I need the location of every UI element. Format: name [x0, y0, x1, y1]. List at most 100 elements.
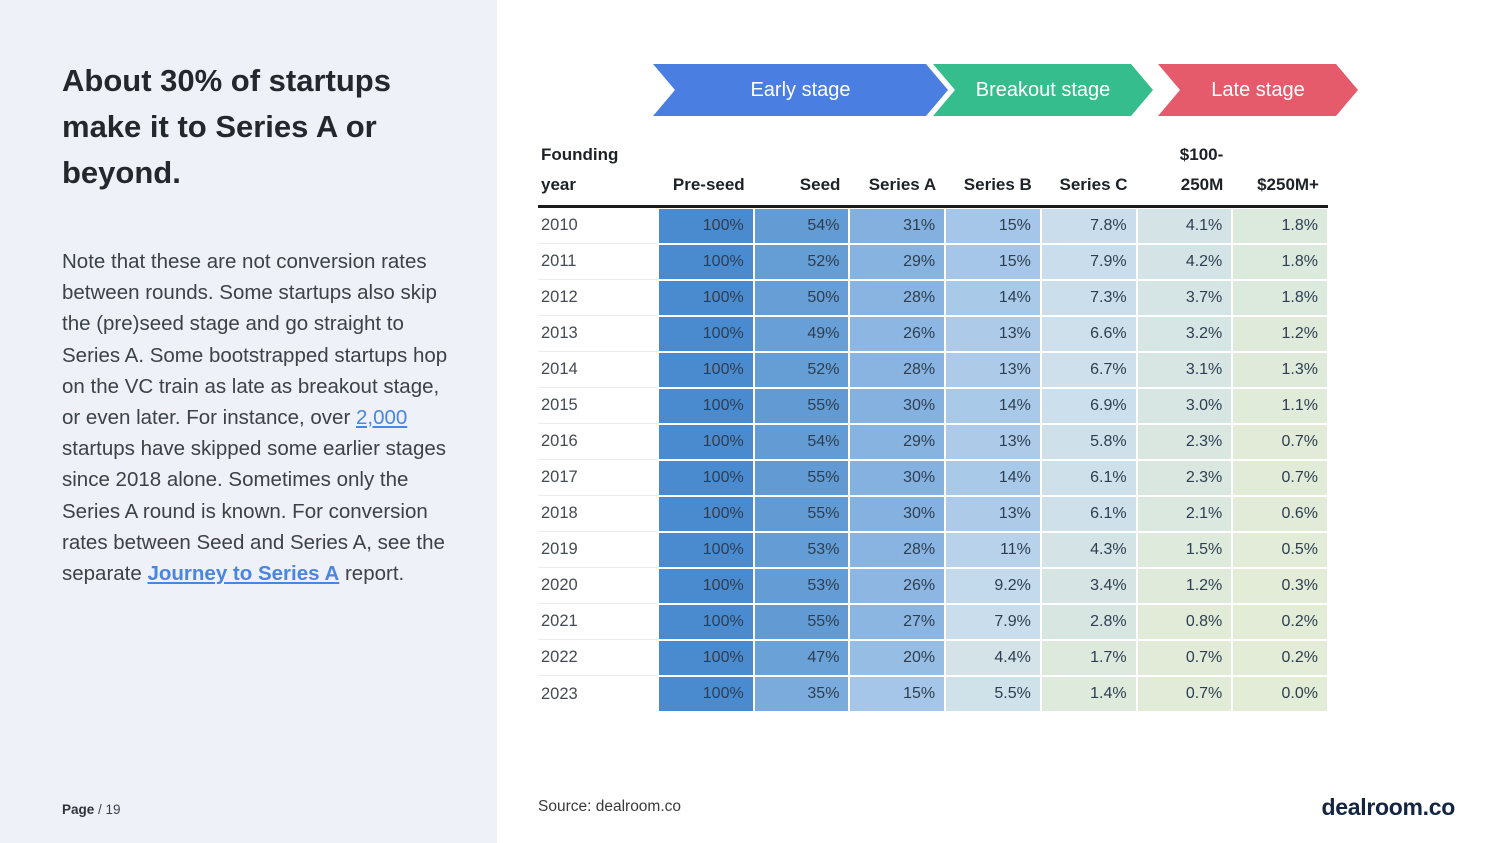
- value-cell: 2.3%: [1136, 424, 1233, 460]
- value-cell: 6.1%: [1040, 460, 1137, 496]
- value-cell: 0.6%: [1232, 496, 1328, 532]
- value-cell: 55%: [753, 604, 850, 640]
- value-cell: 7.8%: [1040, 208, 1137, 244]
- value-cell: 0.2%: [1232, 604, 1328, 640]
- value-cell: 1.7%: [1040, 640, 1137, 676]
- value-cell: 7.9%: [1040, 244, 1137, 280]
- column-header: $250M+: [1257, 175, 1319, 194]
- stage-arrow-late: Late stage: [1158, 64, 1358, 116]
- table-row: 2013 100% 49% 26% 13% 6.6% 3.2% 1.2%: [538, 316, 1328, 352]
- value-cell: 1.4%: [1040, 676, 1137, 712]
- year-cell: 2014: [538, 352, 658, 388]
- value-cell: 3.7%: [1136, 280, 1233, 316]
- value-cell: 2.1%: [1136, 496, 1233, 532]
- value-cell: 100%: [658, 280, 754, 316]
- value-cell: 52%: [753, 352, 850, 388]
- column-header: $100- 250M: [1179, 145, 1224, 194]
- year-cell: 2016: [538, 424, 658, 460]
- column-header: Series A: [868, 175, 937, 194]
- value-cell: 14%: [945, 280, 1041, 316]
- value-cell: 3.2%: [1136, 316, 1233, 352]
- value-cell: 5.8%: [1040, 424, 1137, 460]
- stage-arrow-early-label: Early stage: [750, 78, 851, 101]
- value-cell: 6.7%: [1040, 352, 1137, 388]
- value-cell: 1.2%: [1232, 316, 1328, 352]
- value-cell: 6.6%: [1040, 316, 1137, 352]
- value-cell: 3.4%: [1040, 568, 1137, 604]
- value-cell: 100%: [658, 604, 754, 640]
- table-row: 2020 100% 53% 26% 9.2% 3.4% 1.2% 0.3%: [538, 568, 1328, 604]
- value-cell: 30%: [849, 388, 946, 424]
- value-cell: 1.2%: [1136, 568, 1233, 604]
- stage-arrow-early: Early stage: [653, 64, 948, 116]
- value-cell: 49%: [753, 316, 850, 352]
- page-number: Page / 19: [62, 802, 121, 817]
- value-cell: 100%: [658, 388, 754, 424]
- table-row: 2011 100% 52% 29% 15% 7.9% 4.2% 1.8%: [538, 244, 1328, 280]
- link-2000-startups[interactable]: 2,000: [355, 406, 408, 430]
- table-row: 2019 100% 53% 28% 11% 4.3% 1.5% 0.5%: [538, 532, 1328, 568]
- page-title: About 30% of startups make it to Series …: [62, 63, 391, 190]
- table-row: 2021 100% 55% 27% 7.9% 2.8% 0.8% 0.2%: [538, 604, 1328, 640]
- year-cell: 2023: [541, 684, 578, 703]
- column-header: Pre-seed: [672, 175, 745, 194]
- value-cell: 0.3%: [1232, 568, 1328, 604]
- value-cell: 26%: [849, 316, 946, 352]
- page-label: Page: [62, 802, 95, 817]
- source-note: Source: dealroom.co: [538, 798, 682, 815]
- value-cell: 1.8%: [1232, 208, 1328, 244]
- value-cell: 100%: [658, 496, 754, 532]
- value-cell: 0.5%: [1232, 532, 1328, 568]
- value-cell: 2.3%: [1136, 460, 1233, 496]
- value-cell: 55%: [753, 388, 850, 424]
- table-row: 2018 100% 55% 30% 13% 6.1% 2.1% 0.6%: [538, 496, 1328, 532]
- year-cell: 2011: [538, 244, 658, 280]
- value-cell: 28%: [849, 280, 946, 316]
- value-cell: 13%: [945, 424, 1041, 460]
- value-cell: 0.0%: [1232, 676, 1328, 712]
- value-cell: 47%: [753, 640, 850, 676]
- value-cell: 100%: [658, 424, 754, 460]
- value-cell: 100%: [658, 316, 754, 352]
- value-cell: 100%: [658, 460, 754, 496]
- body-text-part2: startups have skipped some earlier stage…: [62, 437, 447, 586]
- table-row: 2010 100% 54% 31% 15% 7.8% 4.1% 1.8%: [538, 208, 1328, 244]
- value-cell: 100%: [658, 532, 754, 568]
- table-row: 2014 100% 52% 28% 13% 6.7% 3.1% 1.3%: [538, 352, 1328, 388]
- value-cell: 20%: [849, 640, 946, 676]
- stage-arrow-late-label: Late stage: [1211, 78, 1305, 101]
- value-cell: 100%: [658, 676, 754, 712]
- value-cell: 5.5%: [945, 676, 1041, 712]
- value-cell: 0.8%: [1136, 604, 1233, 640]
- value-cell: 30%: [849, 460, 946, 496]
- value-cell: 6.9%: [1040, 388, 1137, 424]
- value-cell: 29%: [849, 244, 946, 280]
- column-header: Seed: [799, 175, 841, 194]
- column-header: Series C: [1059, 175, 1128, 194]
- year-cell: 2021: [538, 604, 658, 640]
- table-row: 2016 100% 54% 29% 13% 5.8% 2.3% 0.7%: [538, 424, 1328, 460]
- value-cell: 100%: [658, 244, 754, 280]
- conversion-table: Founding year Pre-seed Seed Series A Series B…: [538, 140, 1328, 712]
- value-cell: 15%: [945, 244, 1041, 280]
- value-cell: 28%: [849, 532, 946, 568]
- value-cell: 27%: [849, 604, 946, 640]
- value-cell: 4.1%: [1136, 208, 1233, 244]
- value-cell: 11%: [945, 532, 1041, 568]
- value-cell: 2.8%: [1040, 604, 1137, 640]
- value-cell: 100%: [658, 208, 754, 244]
- value-cell: 4.3%: [1040, 532, 1137, 568]
- year-cell: 2010: [538, 208, 658, 244]
- stage-arrow-breakout-label: Breakout stage: [975, 78, 1111, 101]
- value-cell: 13%: [945, 352, 1041, 388]
- link-journey-to-series-a[interactable]: Journey to Series A: [147, 562, 340, 586]
- value-cell: 100%: [658, 640, 754, 676]
- value-cell: 1.8%: [1232, 244, 1328, 280]
- table-row: 2012 100% 50% 28% 14% 7.3% 3.7% 1.8%: [538, 280, 1328, 316]
- value-cell: 14%: [945, 388, 1041, 424]
- table-row: 2017 100% 55% 30% 14% 6.1% 2.3% 0.7%: [538, 460, 1328, 496]
- value-cell: 15%: [945, 208, 1041, 244]
- value-cell: 26%: [849, 568, 946, 604]
- value-cell: 28%: [849, 352, 946, 388]
- table-row: 2015 100% 55% 30% 14% 6.9% 3.0% 1.1%: [538, 388, 1328, 424]
